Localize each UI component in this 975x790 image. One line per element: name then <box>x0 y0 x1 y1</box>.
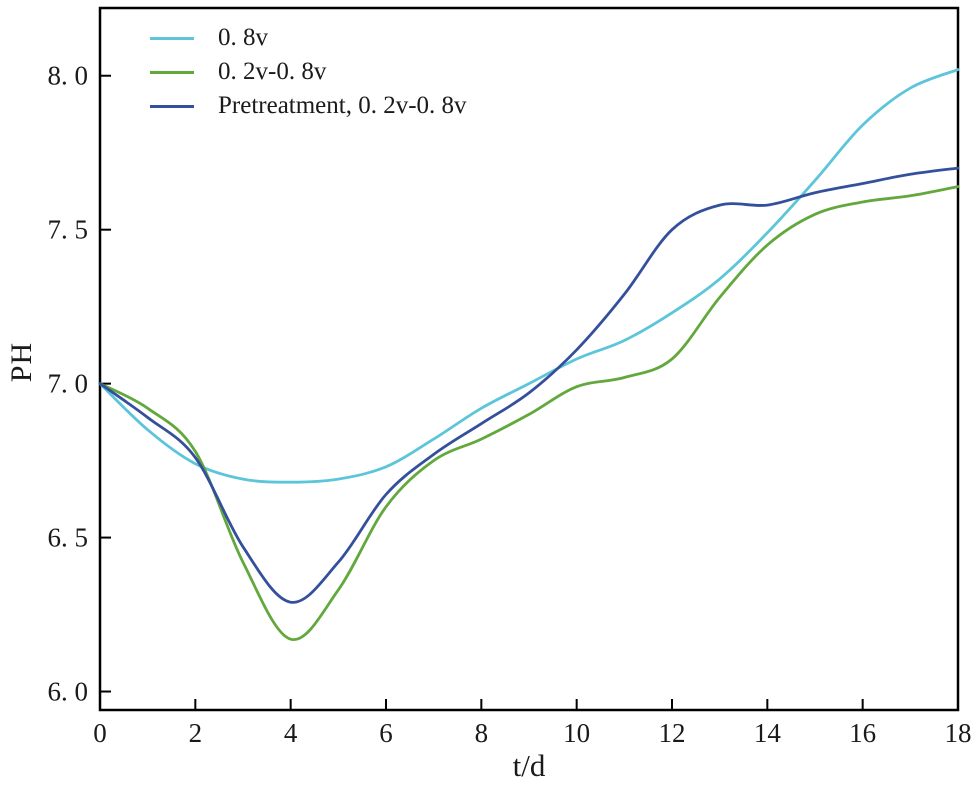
x-axis-label: t/d <box>512 748 546 783</box>
x-tick-label: 12 <box>659 718 686 748</box>
axes-box <box>98 6 960 712</box>
x-tick-label: 6 <box>379 718 393 748</box>
series-line <box>98 166 960 604</box>
legend-label: 0. 2v-0. 8v <box>218 58 327 85</box>
legend-item: 0. 2v-0. 8v <box>150 58 467 85</box>
y-tick-label: 8. 0 <box>48 61 89 91</box>
series-line <box>98 68 960 484</box>
x-tick-label: 2 <box>189 718 203 748</box>
y-axis-label: PH <box>5 341 38 383</box>
y-tick-label: 7. 0 <box>48 369 89 399</box>
legend-label: 0. 8v <box>218 24 268 51</box>
x-tick-label: 14 <box>754 718 782 748</box>
legend-item: Pretreatment, 0. 2v-0. 8v <box>150 92 467 119</box>
x-tick-label: 18 <box>945 718 972 748</box>
legend: 0. 8v 0. 2v-0. 8v Pretreatment, 0. 2v-0.… <box>150 24 467 119</box>
x-tick-label: 16 <box>849 718 876 748</box>
legend-swatch-line <box>150 36 194 40</box>
x-tick-label: 0 <box>93 718 107 748</box>
x-tick-label: 8 <box>475 718 489 748</box>
x-tick-label: 4 <box>284 718 298 748</box>
x-tick-label: 10 <box>563 718 590 748</box>
legend-swatch-line <box>150 104 194 108</box>
y-tick-label: 6. 0 <box>48 677 89 707</box>
y-tick-label: 6. 5 <box>48 523 89 553</box>
legend-item: 0. 8v <box>150 24 467 51</box>
legend-label: Pretreatment, 0. 2v-0. 8v <box>218 92 467 119</box>
series-line <box>98 185 960 641</box>
legend-swatch-line <box>150 70 194 74</box>
y-tick-label: 7. 5 <box>48 215 89 245</box>
